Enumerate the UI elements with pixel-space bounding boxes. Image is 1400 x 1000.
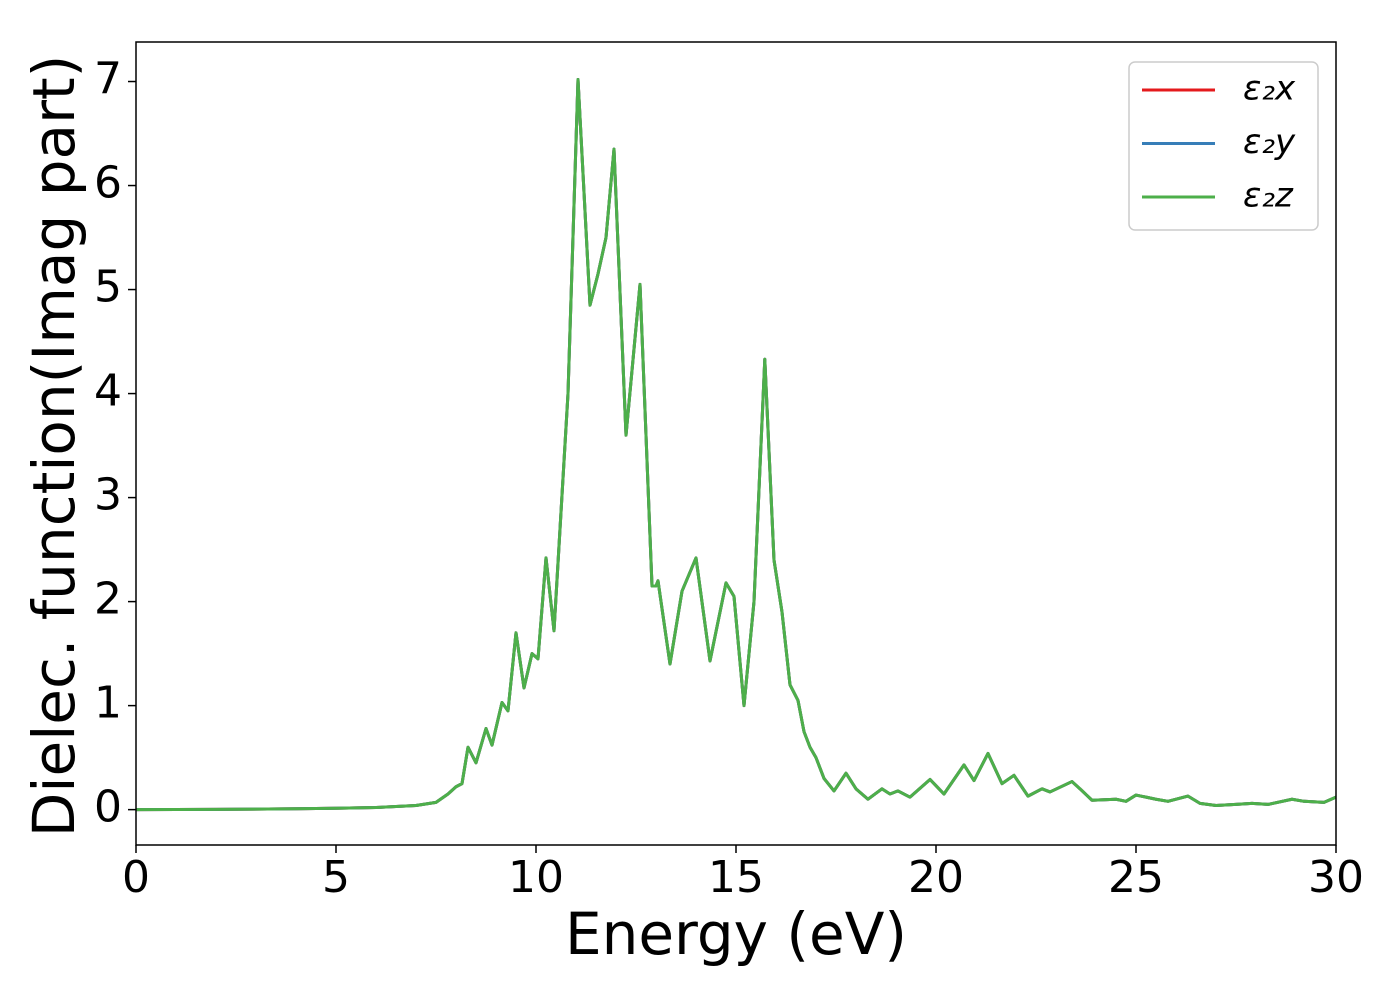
y-tick-label: 4 [94,366,122,417]
y-tick-label: 3 [94,470,122,521]
y-tick-label: 7 [94,54,122,105]
y-tick-label: 6 [94,158,122,209]
legend-box [1128,61,1319,231]
y-tick-label: 0 [94,782,122,833]
legend-label: ε₂y [1243,122,1296,162]
y-tick-label: 1 [94,678,122,729]
series-line [135,77,1337,812]
x-tick-label: 10 [508,852,564,903]
x-tick-label: 5 [322,852,350,903]
plot-frame [135,41,1337,846]
x-tick-label: 25 [1108,852,1164,903]
x-tick-label: 15 [708,852,764,903]
x-axis-label: Energy (eV) [565,900,907,968]
legend-label: ε₂z [1243,176,1294,216]
y-tick-label: 2 [94,574,122,625]
legend-label: ε₂x [1243,69,1296,109]
x-tick-label: 20 [908,852,964,903]
y-tick-label: 5 [94,262,122,313]
y-axis-label: Dielec. function(Imag part) [20,55,88,838]
x-tick-label: 30 [1308,852,1364,903]
x-tick-label: 0 [122,852,150,903]
